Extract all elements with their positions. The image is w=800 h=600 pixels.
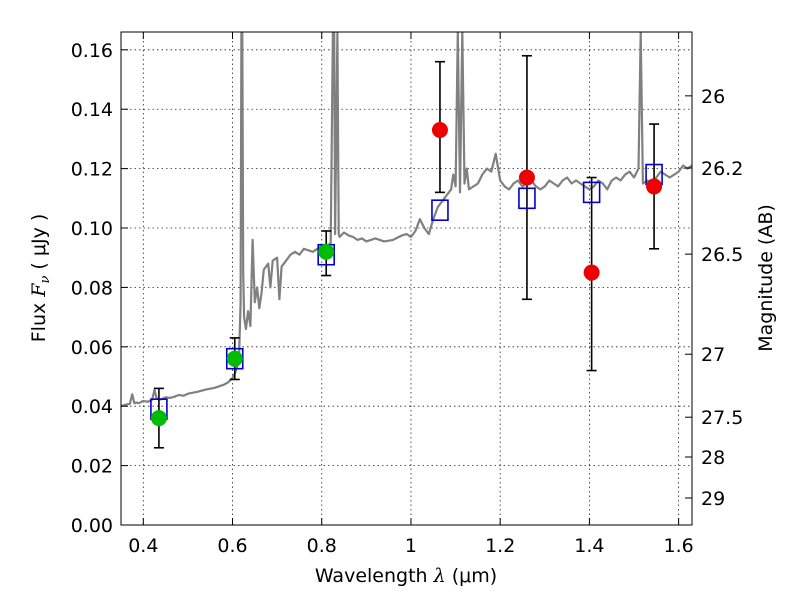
x-tick-label: 0.4 xyxy=(128,535,158,557)
model-band-square xyxy=(431,199,449,221)
x-tick-label: 1 xyxy=(405,535,417,557)
x-tick-label: 1.6 xyxy=(664,535,694,557)
model-band-square xyxy=(582,181,601,204)
plot-frame xyxy=(120,31,693,526)
y2-tick-label: 27 xyxy=(701,344,725,366)
y-tick-label: 0.16 xyxy=(71,40,113,62)
y-tick-label: 0.04 xyxy=(71,396,113,418)
x-tick-label: 1.2 xyxy=(485,535,515,557)
y-tick-label: 0.14 xyxy=(71,99,113,121)
y2-axis-label: Magnitude (AB) xyxy=(755,204,777,352)
model-band-square xyxy=(518,187,536,210)
y-tick-label: 0.10 xyxy=(71,218,113,240)
observed-data-point xyxy=(583,264,600,281)
observed-data-point xyxy=(150,410,167,427)
y2-tick-label: 26.2 xyxy=(701,158,743,180)
y-tick-label: 0.06 xyxy=(71,337,113,359)
x-tick-label: 1.4 xyxy=(574,535,604,557)
observed-data-point xyxy=(431,122,448,139)
y2-tick-label: 27.5 xyxy=(701,407,743,429)
y-tick-label: 0.12 xyxy=(71,159,113,181)
y-axis-label-unit: ( μJy ) xyxy=(28,214,50,270)
observed-data-point xyxy=(518,169,535,186)
observed-point-layer xyxy=(150,122,663,427)
observed-data-point xyxy=(226,350,243,367)
y-axis-label: Flux Fν ( μJy ) xyxy=(28,214,53,343)
y-axis-label-subscript: ν xyxy=(38,276,53,284)
y2-tick-label: 29 xyxy=(701,488,725,510)
y-axis-label-text: Flux xyxy=(28,303,50,343)
y-tick-label: 0.00 xyxy=(71,515,113,537)
x-axis-label-text: Wavelength xyxy=(315,565,428,587)
x-tick-label: 0.8 xyxy=(307,535,337,557)
y-tick-label: 0.02 xyxy=(71,456,113,478)
grid xyxy=(121,32,692,526)
x-axis-label-symbol: λ xyxy=(433,565,446,587)
y2-tick-label: 28 xyxy=(701,447,725,469)
x-axis-label-unit: (μm) xyxy=(452,565,497,587)
x-axis-label: Wavelength λ (μm) xyxy=(315,565,497,587)
y-tick-label: 0.08 xyxy=(71,277,113,299)
ticks: 0.4 0.6 0.8 1 1.2 1.4 1.6 0.00 0.02 0.04 0.06 0.08 0… xyxy=(71,32,743,557)
y-axis-label-symbol: F xyxy=(28,283,50,298)
y2-tick-label: 26.5 xyxy=(701,244,743,266)
x-tick-label: 0.6 xyxy=(217,535,247,557)
observed-data-point xyxy=(646,178,663,195)
observed-data-point xyxy=(318,243,335,260)
y2-tick-label: 26 xyxy=(701,86,725,108)
